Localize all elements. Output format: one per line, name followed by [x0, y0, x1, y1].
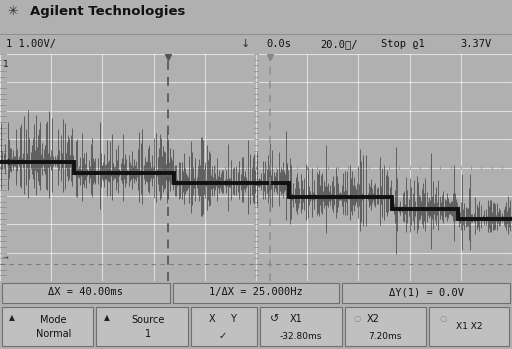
Bar [173, 283, 339, 303]
Text: ΔX = 40.00ms: ΔX = 40.00ms [48, 287, 123, 297]
Text: ✓: ✓ [219, 331, 227, 341]
Bar [342, 283, 510, 303]
Text: X: X [209, 314, 216, 324]
Bar [2, 283, 170, 303]
Text: ↓: ↓ [241, 39, 250, 49]
Text: ▲: ▲ [9, 313, 15, 321]
Text: Mode: Mode [40, 315, 67, 325]
Text: ΔY(1) = 0.0V: ΔY(1) = 0.0V [389, 287, 464, 297]
Bar [429, 307, 509, 346]
Text: 20.0㎡/: 20.0㎡/ [320, 39, 357, 49]
Text: Source: Source [132, 315, 165, 325]
Text: ✳: ✳ [8, 5, 18, 18]
Text: ○: ○ [439, 314, 446, 324]
Text: 1 1.00V/: 1 1.00V/ [6, 39, 56, 49]
Bar [260, 307, 342, 346]
Text: 1: 1 [3, 60, 8, 69]
Text: X1 X2: X1 X2 [456, 322, 482, 331]
Text: 7.20ms: 7.20ms [368, 332, 402, 341]
Text: Agilent Technologies: Agilent Technologies [30, 5, 185, 18]
Text: 1/ΔX = 25.000Hz: 1/ΔX = 25.000Hz [209, 287, 303, 297]
Text: 3.37V: 3.37V [461, 39, 492, 49]
Text: Y: Y [230, 314, 236, 324]
Text: Normal: Normal [36, 329, 71, 339]
Text: 1: 1 [145, 329, 151, 339]
Text: ↺: ↺ [270, 314, 280, 324]
Text: X1: X1 [289, 314, 302, 324]
Text: ▲: ▲ [104, 313, 110, 321]
Bar [345, 307, 426, 346]
Text: X2: X2 [367, 314, 379, 324]
Text: -32.80ms: -32.80ms [280, 332, 322, 341]
Text: Stop ϱ1: Stop ϱ1 [381, 39, 425, 49]
Bar [96, 307, 188, 346]
Bar [191, 307, 257, 346]
Text: →: → [3, 256, 8, 262]
Bar [2, 307, 93, 346]
Text: 0.0s: 0.0s [266, 39, 291, 49]
Text: ○: ○ [353, 314, 360, 324]
